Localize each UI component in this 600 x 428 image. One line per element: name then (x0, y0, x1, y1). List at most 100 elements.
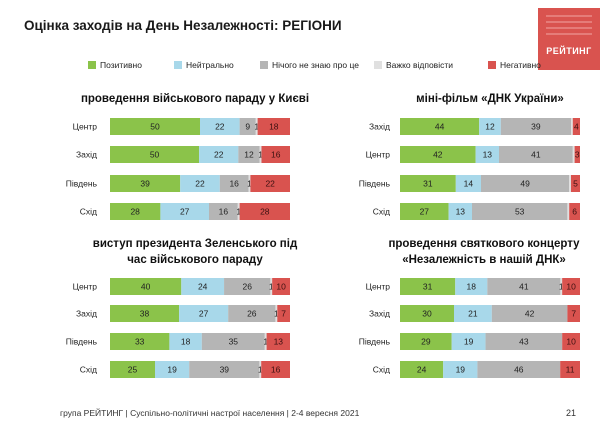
data-label: 18 (467, 282, 477, 292)
legend-item: Позитивно (88, 60, 142, 70)
data-label: 13 (483, 150, 493, 160)
chart-2: міні-фільм «ДНК України» Захід 44 12 39 4 Цент… (359, 93, 580, 220)
data-label: 31 (423, 282, 433, 292)
data-label: 1 (254, 122, 259, 132)
bar-segment (572, 118, 580, 135)
data-label: 22 (195, 179, 205, 189)
bar-segment (277, 305, 290, 322)
data-label: 46 (514, 365, 524, 375)
bar-segment (266, 333, 290, 350)
data-label: 33 (135, 337, 145, 347)
bar-segment (400, 118, 480, 135)
bar-segment (455, 175, 481, 192)
data-label: 44 (435, 122, 445, 132)
data-label: 39 (220, 365, 230, 375)
bar-segment (224, 278, 271, 295)
category-label: Південь (359, 337, 391, 347)
bar-segment (560, 278, 563, 295)
legend-label: Негативно (500, 60, 541, 70)
bar-segment (110, 305, 180, 322)
footer: група РЕЙТИНГ | Суспільно-політичні наст… (60, 408, 360, 418)
bar-segment (569, 203, 580, 220)
data-label: 13 (456, 207, 466, 217)
data-label: 19 (167, 365, 177, 375)
category-label: Південь (66, 337, 98, 347)
bar-segment (272, 278, 290, 295)
data-label: 12 (244, 150, 254, 160)
bar-segment (239, 203, 290, 220)
bar-segment (270, 278, 273, 295)
bar-segment (400, 146, 476, 163)
data-label: 12 (485, 122, 495, 132)
category-label: Захід (76, 309, 97, 319)
bar-segment (264, 333, 267, 350)
bar-segment (275, 305, 278, 322)
page-number: 21 (566, 408, 577, 418)
data-label: 10 (566, 337, 576, 347)
bar-segment (400, 175, 456, 192)
data-label: 39 (140, 179, 150, 189)
bar-segment (572, 146, 575, 163)
bar-segment (179, 305, 229, 322)
data-label: 16 (229, 179, 239, 189)
chart-1: проведення військового параду у Києві Цен… (66, 93, 309, 220)
bar-segment (160, 203, 209, 220)
chart-title: «Незалежність в нашій ДНК» (402, 254, 566, 266)
data-label: 42 (433, 150, 443, 160)
data-label: 1 (269, 282, 274, 292)
data-label: 24 (417, 365, 427, 375)
legend-swatch (260, 61, 268, 69)
legend-item: Нейтрально (174, 60, 234, 70)
data-label: 7 (571, 309, 576, 319)
bar-segment (562, 333, 580, 350)
chart-4: проведення святкового концерту «Незалежні… (359, 238, 580, 378)
data-label: 1 (274, 309, 279, 319)
bar-segment (400, 333, 452, 350)
chart-title: час військового параду (127, 254, 263, 266)
bar-segment (574, 146, 580, 163)
data-label: 27 (199, 309, 209, 319)
bar-segment (567, 203, 570, 220)
bar-segment (110, 278, 182, 295)
bar-segment (560, 361, 580, 378)
data-label: 1 (236, 207, 241, 217)
data-label: 3 (575, 150, 580, 160)
data-label: 25 (128, 365, 138, 375)
data-label: 10 (566, 282, 576, 292)
data-label: 16 (219, 207, 229, 217)
data-label: 7 (281, 309, 286, 319)
data-label: 22 (265, 179, 275, 189)
data-label: 5 (573, 179, 578, 189)
legend: Позитивно Нейтрально Нічого не знаю про це… (68, 60, 541, 74)
bar-segment (257, 118, 290, 135)
page-title: Оцінка заходів на День Незалежності: РЕГ… (24, 18, 342, 33)
data-label: 26 (242, 282, 252, 292)
bar-segment (155, 361, 190, 378)
bar-segment (180, 175, 220, 192)
category-label: Центр (366, 282, 391, 292)
category-label: Захід (76, 150, 97, 160)
bar-segment (499, 146, 573, 163)
bar-segment (110, 175, 181, 192)
data-label: 38 (140, 309, 150, 319)
bar-segment (201, 333, 265, 350)
chart-title: міні-фільм «ДНК України» (416, 93, 564, 105)
data-label: 53 (515, 207, 525, 217)
bar-segment (562, 278, 580, 295)
category-label: Схід (80, 207, 97, 217)
bar-segment (481, 175, 570, 192)
bar-segment (454, 305, 492, 322)
bar-segment (110, 361, 155, 378)
bar-segment (479, 118, 501, 135)
data-label: 22 (214, 150, 224, 160)
bar-segment (455, 278, 488, 295)
data-label: 35 (229, 337, 239, 347)
data-label: 1 (263, 337, 268, 347)
bar-segment (110, 146, 200, 163)
chart-title: проведення військового параду у Києві (81, 93, 309, 105)
logo-lines-icon (546, 15, 592, 35)
category-label: Центр (73, 282, 98, 292)
data-label: 28 (130, 207, 140, 217)
data-label: 9 (245, 122, 250, 132)
legend-label: Позитивно (100, 60, 142, 70)
